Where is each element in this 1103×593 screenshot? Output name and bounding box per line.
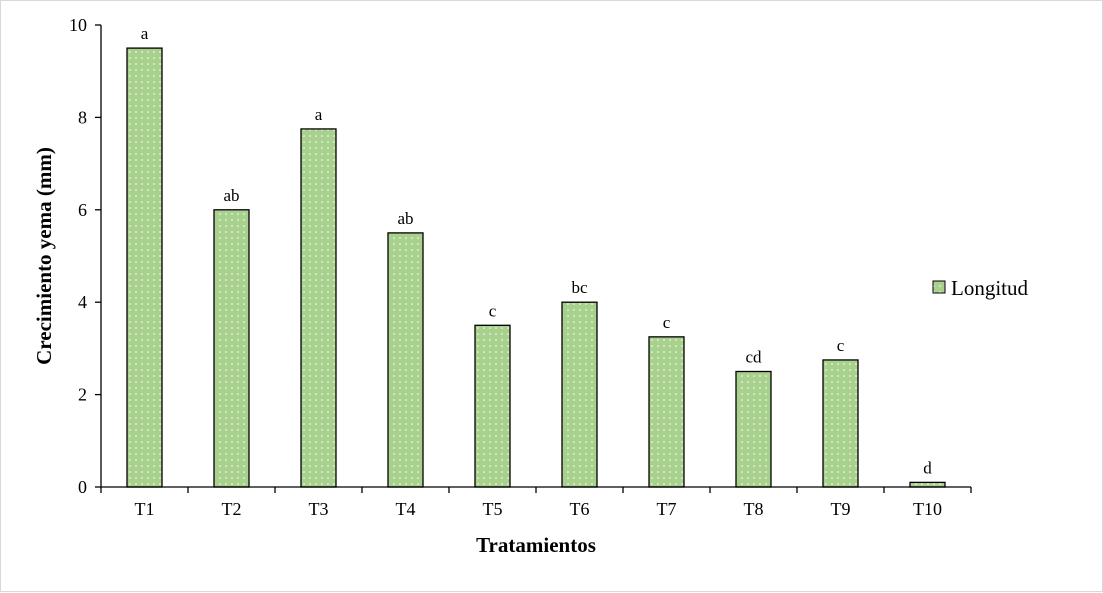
bar-t5 <box>474 324 511 488</box>
x-tick-label: T8 <box>744 499 764 519</box>
bar-t4 <box>387 232 424 488</box>
y-tick-label: 2 <box>78 385 87 405</box>
y-axis-title: Crecimiento yema (mm) <box>32 147 56 365</box>
bar-significance-label: ab <box>397 209 413 228</box>
bar-t9 <box>822 359 859 488</box>
x-tick-label: T2 <box>222 499 242 519</box>
x-axis-title: Tratamientos <box>476 533 596 557</box>
x-tick-label: T9 <box>831 499 851 519</box>
bar-t3 <box>300 128 337 488</box>
x-tick-label: T10 <box>913 499 942 519</box>
bar-significance-label: a <box>141 24 149 43</box>
x-tick-label: T5 <box>483 499 503 519</box>
x-tick-label: T6 <box>570 499 590 519</box>
x-tick-label: T7 <box>657 499 677 519</box>
bar-t10 <box>909 481 946 488</box>
x-tick-label: T1 <box>135 499 155 519</box>
y-tick-label: 0 <box>78 477 87 497</box>
bar-t8 <box>735 370 772 488</box>
bar-significance-label: d <box>923 458 932 477</box>
y-tick-label: 4 <box>78 292 87 312</box>
bar-significance-label: c <box>663 313 671 332</box>
y-tick-label: 6 <box>78 200 87 220</box>
legend-swatch-longitud <box>932 280 946 294</box>
bar-significance-label: a <box>315 105 323 124</box>
legend-label-longitud: Longitud <box>951 276 1028 300</box>
y-tick-label: 8 <box>78 107 87 127</box>
legend: Longitud <box>932 276 1028 300</box>
bar-significance-label: ab <box>223 186 239 205</box>
x-tick-label: T3 <box>309 499 329 519</box>
y-tick-label: 10 <box>69 15 87 35</box>
x-tick-label: T4 <box>396 499 416 519</box>
bar-t1 <box>126 47 163 488</box>
bar-t6 <box>561 301 598 488</box>
bar-significance-label: c <box>837 336 845 355</box>
bar-significance-label: bc <box>571 278 588 297</box>
bar-t2 <box>213 209 250 488</box>
bar-t7 <box>648 336 685 488</box>
bar-significance-label: c <box>489 301 497 320</box>
bar-significance-label: cd <box>745 348 762 367</box>
